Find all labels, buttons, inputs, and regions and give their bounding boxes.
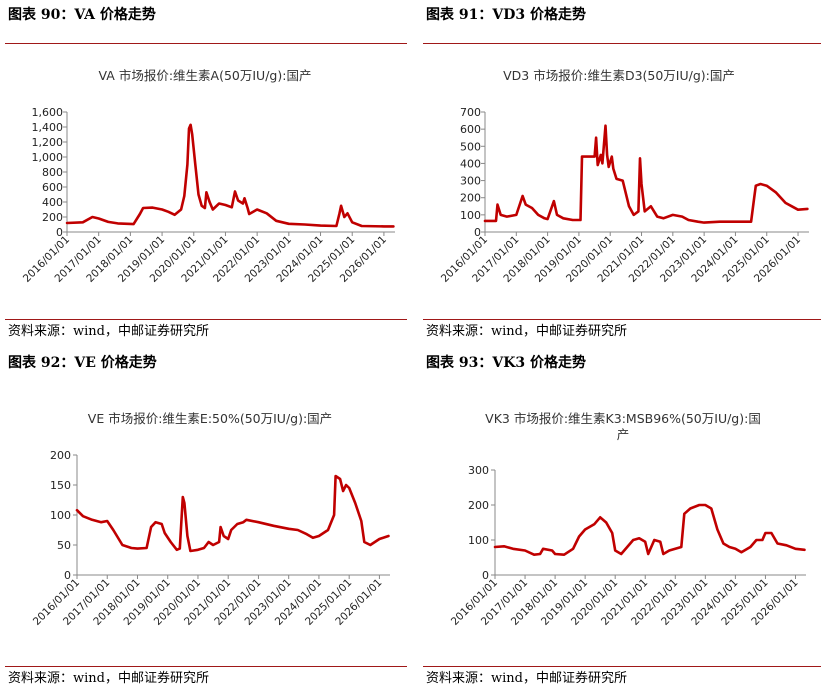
chart-title: VA 市场报价:维生素A(50万IU/g):国产 — [99, 68, 312, 83]
figure-label: 图表 90：VA 价格走势 — [8, 7, 156, 23]
y-tick-label: 1,600 — [32, 106, 64, 119]
chart-title: 产 — [617, 427, 630, 442]
figure-label: 图表 92：VE 价格走势 — [8, 355, 157, 371]
y-tick-label: 700 — [460, 106, 481, 119]
y-tick-label: 100 — [50, 509, 71, 522]
figure-label: 图表 93：VK3 价格走势 — [426, 355, 587, 371]
y-tick-label: 150 — [50, 479, 71, 492]
source-note: 资料来源：wind，中邮证券研究所 — [8, 324, 209, 339]
chart-panel-ve: 图表 92：VE 价格走势 VE 市场报价:维生素E:50%(50万IU/g):… — [5, 353, 407, 691]
y-tick-label: 100 — [468, 534, 489, 547]
series-line — [483, 124, 809, 224]
vd3-price-chart: VD3 市场报价:维生素D3(50万IU/g):国产 0 100 200 300 400 5… — [439, 68, 809, 285]
y-tick-label: 600 — [42, 181, 63, 194]
y-tick-label: 800 — [42, 166, 63, 179]
chart-panel-va: 图表 90：VA 价格走势 VA 市场报价:维生素A(50万IU/g):国产 0 2… — [5, 5, 407, 345]
y-tick-label: 200 — [460, 192, 481, 205]
vk3-price-chart: VK3 市场报价:维生素K3:MSB96%(50万IU/g):国产 0 100 200… — [449, 411, 806, 628]
figure-label: 图表 91：VD3 价格走势 — [426, 7, 586, 23]
va-price-chart: VA 市场报价:维生素A(50万IU/g):国产 0 200 400 600 800 1,0… — [21, 68, 395, 285]
ve-price-chart: VE 市场报价:维生素E:50%(50万IU/g):国产 0 50 100 150 200… — [31, 411, 390, 628]
chart-title: VK3 市场报价:维生素K3:MSB96%(50万IU/g):国 — [485, 411, 761, 426]
y-tick-label: 50 — [57, 539, 71, 552]
chart-panel-vd3: 图表 91：VD3 价格走势 VD3 市场报价:维生素D3(50万IU/g):国… — [423, 5, 821, 345]
y-tick-label: 0 — [474, 226, 481, 239]
y-tick-label: 600 — [460, 123, 481, 136]
y-tick-label: 0 — [56, 226, 63, 239]
y-tick-label: 300 — [460, 175, 481, 188]
y-tick-label: 400 — [42, 196, 63, 209]
y-tick-label: 200 — [42, 211, 63, 224]
y-tick-label: 0 — [64, 569, 71, 582]
y-tick-label: 200 — [50, 449, 71, 462]
y-tick-label: 1,200 — [32, 136, 64, 149]
series-line — [65, 123, 395, 228]
source-note: 资料来源：wind，中邮证券研究所 — [8, 671, 209, 686]
y-tick-label: 0 — [482, 569, 489, 582]
series-line — [493, 503, 806, 556]
y-tick-label: 1,000 — [32, 151, 64, 164]
y-tick-label: 100 — [460, 209, 481, 222]
source-note: 资料来源：wind，中邮证券研究所 — [426, 671, 627, 686]
chart-title: VE 市场报价:维生素E:50%(50万IU/g):国产 — [88, 411, 332, 426]
series-line — [75, 474, 390, 553]
y-tick-label: 300 — [468, 464, 489, 477]
y-tick-label: 1,400 — [32, 121, 64, 134]
y-tick-label: 200 — [468, 499, 489, 512]
y-tick-label: 500 — [460, 140, 481, 153]
source-note: 资料来源：wind，中邮证券研究所 — [426, 324, 627, 339]
y-tick-label: 400 — [460, 157, 481, 170]
chart-panel-vk3: 图表 93：VK3 价格走势 VK3 市场报价:维生素K3:MSB96%(50万… — [423, 353, 821, 691]
chart-title: VD3 市场报价:维生素D3(50万IU/g):国产 — [503, 68, 735, 83]
